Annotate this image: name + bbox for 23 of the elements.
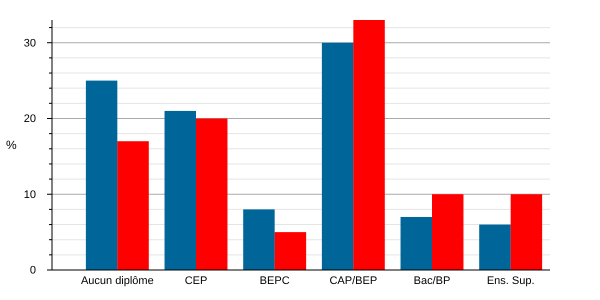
y-tick-label: 20: [24, 113, 36, 126]
bar: [164, 110, 196, 270]
x-tick-label: Aucun diplôme: [80, 275, 154, 287]
x-tick-label: BEPC: [260, 275, 290, 287]
y-tick-label: 10: [24, 188, 36, 201]
x-tick-label: Ens. Sup.: [486, 275, 535, 287]
x-tick-label: Bac/BP: [414, 275, 450, 287]
bar: [432, 194, 464, 270]
y-tick-label: 0: [30, 264, 36, 277]
x-tick-label: CAP/BEP: [329, 275, 378, 287]
bar: [243, 209, 275, 270]
bar: [400, 216, 432, 270]
y-tick-label: 30: [24, 37, 36, 50]
bar: [510, 194, 542, 270]
bar: [196, 118, 228, 270]
bar: [322, 42, 354, 270]
x-tick-label: CEP: [184, 275, 208, 287]
bar: [86, 80, 118, 270]
bar: [117, 141, 149, 270]
bar: [479, 224, 511, 270]
bar: [274, 232, 306, 270]
y-axis-title: %: [6, 138, 17, 152]
bar: [353, 20, 385, 270]
